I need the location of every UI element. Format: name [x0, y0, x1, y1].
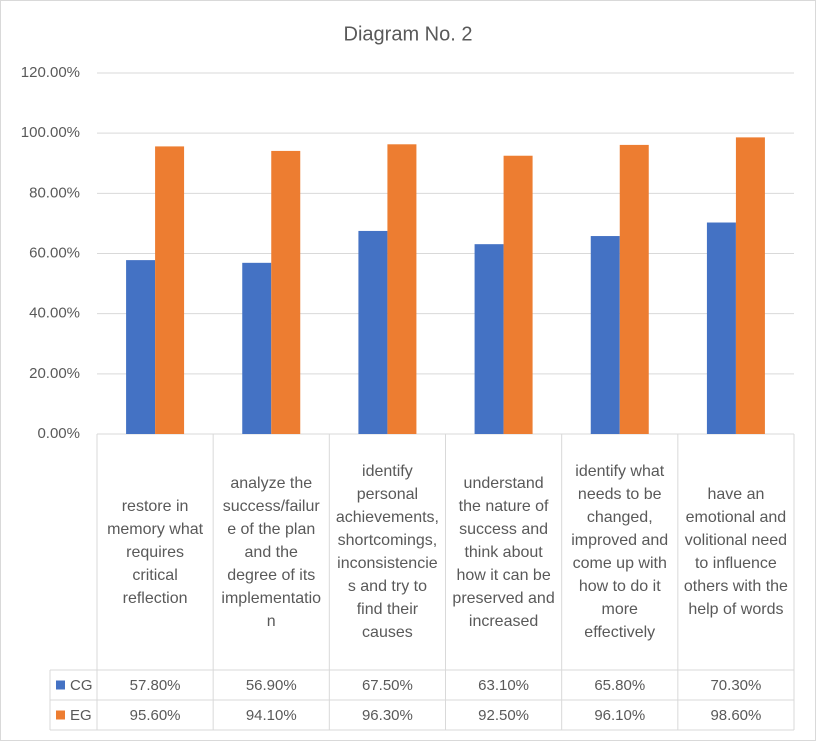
- bar: [155, 146, 185, 435]
- y-tick-label: 60.00%: [29, 244, 80, 261]
- bar: [706, 222, 736, 434]
- x-category-label: understand the nature of success and thi…: [452, 474, 555, 630]
- x-category-label: identify personal achievements, shortcom…: [335, 463, 439, 641]
- table-value: 94.10%: [246, 707, 297, 724]
- y-tick-label: 20.00%: [29, 365, 80, 382]
- y-tick-label: 0.00%: [37, 425, 80, 442]
- bar: [503, 155, 533, 434]
- table-value: 98.60%: [710, 707, 761, 724]
- table-value: 57.80%: [130, 677, 181, 694]
- table-value: 63.10%: [478, 677, 529, 694]
- legend-swatch: [56, 710, 65, 720]
- bar: [735, 137, 765, 434]
- y-tick-label: 100.00%: [21, 124, 80, 141]
- x-category-label: analyze the success/failure of the plan …: [221, 474, 322, 630]
- bar: [590, 236, 620, 434]
- x-category-label: restore in memory what requires critical…: [107, 497, 204, 607]
- y-tick-label: 120.00%: [21, 64, 80, 81]
- bar: [474, 244, 504, 434]
- bar: [271, 150, 301, 434]
- table-value: 96.30%: [362, 707, 413, 724]
- chart-title: Diagram No. 2: [344, 23, 473, 45]
- legend-label: EG: [70, 707, 92, 724]
- y-tick-label: 80.00%: [29, 184, 80, 201]
- x-category-label: have an emotional and volitional need to…: [683, 486, 788, 618]
- table-value: 95.60%: [130, 707, 181, 724]
- bar: [358, 230, 388, 434]
- table-value: 67.50%: [362, 677, 413, 694]
- table-value: 96.10%: [594, 707, 645, 724]
- bar: [242, 262, 272, 434]
- legend-label: CG: [70, 677, 93, 694]
- table-value: 92.50%: [478, 707, 529, 724]
- table-value: 65.80%: [594, 677, 645, 694]
- table-value: 56.90%: [246, 677, 297, 694]
- bar: [126, 260, 156, 434]
- bar: [387, 144, 417, 435]
- table-value: 70.30%: [710, 677, 761, 694]
- x-category-label: identify what needs to be changed, impro…: [571, 463, 669, 641]
- y-tick-label: 40.00%: [29, 305, 80, 322]
- legend-swatch: [56, 680, 65, 690]
- bar: [619, 144, 649, 434]
